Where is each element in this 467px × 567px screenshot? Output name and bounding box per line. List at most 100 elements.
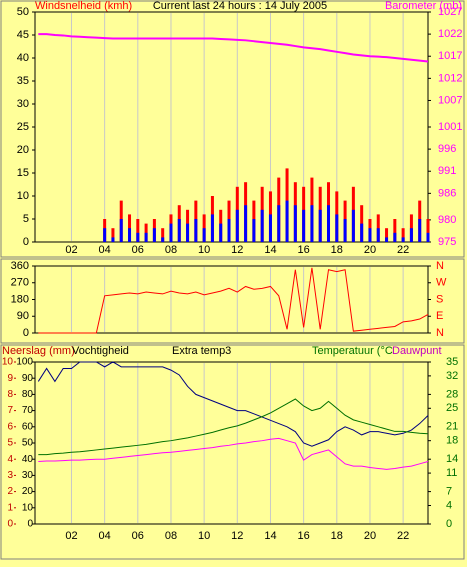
y3-tick-label: 2: [7, 486, 13, 497]
bar: [194, 219, 198, 242]
bar: [409, 228, 413, 242]
y3-tick-label: 9: [7, 373, 13, 384]
y-tick-label: 45: [17, 29, 29, 41]
y-tick-label: 30: [22, 470, 34, 481]
line: [38, 267, 429, 334]
y-tick-label: 5: [23, 213, 29, 225]
y2-tick-label: 0: [446, 518, 452, 530]
line: [38, 33, 429, 63]
y2-tick-label: 986: [438, 187, 456, 199]
series-name: Temperatuur (°C: [312, 345, 393, 357]
x-tick-label: 08: [165, 244, 177, 256]
bar: [418, 219, 422, 242]
y2-axis-label: Barometer (mb): [385, 0, 462, 12]
bar: [260, 209, 264, 242]
y3-tick-label: 5: [7, 438, 13, 449]
x-tick-label: 16: [298, 530, 310, 542]
y2-tick-label: N: [436, 327, 444, 339]
y-tick-label: 50: [17, 6, 29, 18]
y3-tick-label: 3: [7, 470, 13, 481]
bar: [202, 228, 206, 242]
y-tick-label: 90: [22, 373, 34, 384]
bar: [302, 209, 306, 242]
y2-tick-label: 18: [446, 435, 458, 447]
y2-tick-label: W: [436, 277, 447, 289]
y-tick-label: 90: [17, 310, 29, 322]
y2-tick-label: 28: [446, 388, 458, 400]
y3-tick-label: 6: [7, 421, 13, 432]
y-tick-label: 20: [17, 144, 29, 156]
y-tick-label: 360: [11, 260, 29, 272]
y-tick-label: 35: [17, 75, 29, 87]
y3-tick-label: 4: [7, 454, 13, 465]
y-tick-label: 20: [22, 486, 34, 497]
bar: [235, 209, 239, 242]
x-tick-label: 18: [331, 530, 343, 542]
y3-tick-label: 1: [7, 502, 13, 513]
x-tick-label: 18: [331, 244, 343, 256]
chart-layer: 02 04 06 08 10 12 14 16 18 20 22051015202530354045…: [2, 0, 463, 542]
y2-tick-label: 975: [438, 236, 456, 248]
bar: [426, 232, 430, 242]
y2-tick-label: 21: [446, 421, 458, 433]
x-tick-label: 04: [99, 530, 111, 542]
y-tick-label: 50: [22, 438, 34, 449]
x-tick-label: 14: [264, 530, 276, 542]
bar: [128, 228, 132, 242]
bar: [136, 219, 140, 242]
series-name: Dauwpunt: [392, 345, 442, 357]
bar: [360, 223, 364, 242]
bar: [186, 223, 190, 242]
x-tick-label: 10: [198, 244, 210, 256]
y2-tick-label: N: [436, 260, 444, 272]
x-tick-label: 12: [231, 244, 243, 256]
y2-tick-label: 7: [446, 486, 452, 498]
x-tick-label: 10: [198, 530, 210, 542]
x-tick-label: 02: [65, 244, 77, 256]
x-tick-label: 04: [99, 244, 111, 256]
plot-area: [34, 361, 429, 525]
y-tick-label: 10: [17, 190, 29, 202]
y-tick-label: 270: [11, 277, 29, 289]
bar: [368, 228, 372, 242]
series-name: Vochtigheid: [72, 345, 129, 357]
y-axis-label: Windsnelheid (kmh): [35, 0, 132, 12]
bar: [277, 205, 281, 242]
bar: [210, 214, 214, 242]
panel-frame: [0, 258, 465, 344]
y3-tick-label: 0: [7, 519, 13, 530]
y-tick-label: 0: [23, 236, 29, 248]
y2-tick-label: 25: [446, 402, 458, 414]
bar: [393, 219, 397, 242]
bar: [293, 205, 297, 242]
x-tick-label: 20: [364, 244, 376, 256]
y-tick-label: 0: [27, 519, 33, 530]
bar: [268, 214, 272, 242]
bar: [219, 223, 223, 242]
bar: [285, 200, 289, 242]
x-tick-label: 20: [364, 530, 376, 542]
line: [38, 437, 429, 470]
y-tick-label: 40: [17, 52, 29, 64]
y2-tick-label: E: [436, 310, 443, 322]
chart-title: Current last 24 hours : 14 July 2005: [153, 0, 327, 12]
bar: [152, 228, 156, 242]
y3-tick-label: 7: [7, 405, 13, 416]
bar: [335, 214, 339, 242]
bar: [393, 232, 397, 242]
bar: [426, 219, 430, 242]
annotation: Extra temp3: [172, 345, 231, 357]
line: [37, 361, 429, 447]
y2-tick-label: S: [436, 293, 443, 305]
bar: [169, 223, 173, 242]
y2-tick-label: 1022: [438, 28, 462, 40]
x-tick-label: 16: [298, 244, 310, 256]
x-tick-label: 12: [231, 530, 243, 542]
bar: [244, 205, 248, 242]
x-tick-label: 08: [165, 530, 177, 542]
x-tick-label: 14: [264, 244, 276, 256]
y3-tick-label: 8: [7, 389, 13, 400]
panel-frame: [0, 344, 465, 560]
bar: [376, 228, 380, 242]
